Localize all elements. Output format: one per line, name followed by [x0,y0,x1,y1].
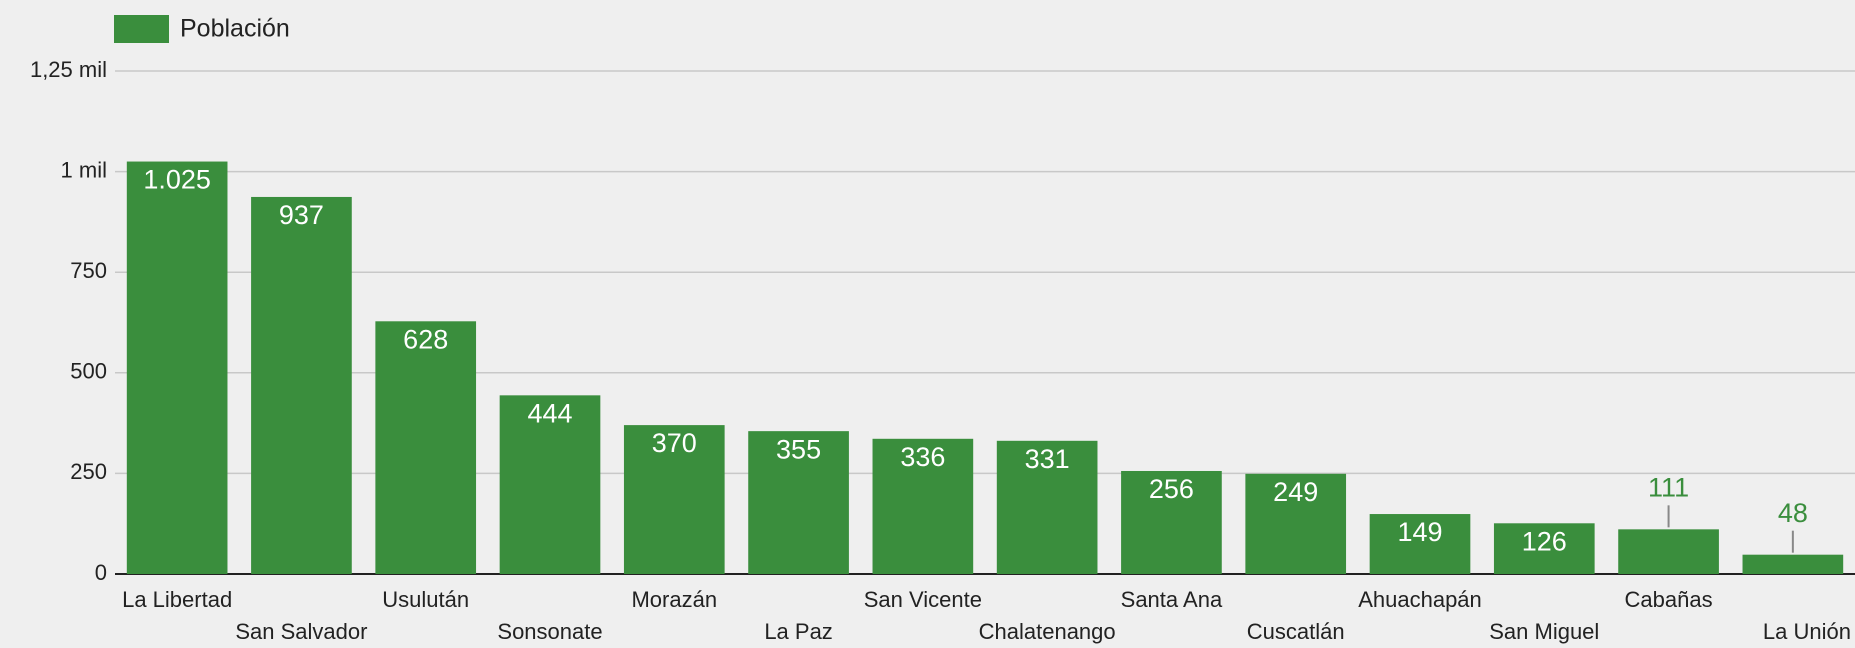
data-label: 628 [403,324,448,354]
y-tick-label: 500 [70,359,107,384]
bar [1618,529,1719,574]
data-label: 355 [776,434,821,464]
bar [1369,514,1471,574]
y-tick-label: 1,25 mil [30,57,107,82]
x-tick-label: San Salvador [235,619,367,644]
x-tick-label: San Vicente [864,587,982,612]
bar [499,395,601,574]
x-tick-label: La Unión [1763,619,1851,644]
data-label: 256 [1149,474,1194,504]
bar [126,161,228,575]
y-tick-label: 250 [70,459,107,484]
y-tick-label: 0 [95,560,107,585]
x-tick-label: Chalatenango [979,619,1116,644]
data-label: 370 [652,428,697,458]
x-tick-label: Cuscatlán [1247,619,1345,644]
bar [872,438,974,574]
bar [1493,523,1595,574]
bar [1121,470,1222,574]
y-tick-label: 1 mil [61,157,107,182]
x-tick-label: La Libertad [122,587,232,612]
data-label: 48 [1778,498,1808,528]
data-label: 336 [900,442,945,472]
bar [251,196,352,574]
bar [375,321,477,574]
y-tick-label: 750 [70,258,107,283]
x-tick-label: Cabañas [1625,587,1713,612]
x-tick-label: Morazán [631,587,717,612]
data-label: 126 [1522,526,1567,556]
x-tick-label: La Paz [764,619,833,644]
bar [748,431,849,574]
bar [1742,554,1844,574]
bar [623,425,725,574]
data-label: 444 [527,398,572,428]
bar [1245,473,1347,574]
data-label: 937 [279,200,324,230]
legend-swatch [114,15,169,43]
data-label: 149 [1397,517,1442,547]
x-tick-label: Usulután [382,587,469,612]
x-tick-label: Ahuachapán [1358,587,1482,612]
legend-label: Población [180,15,290,43]
x-tick-label: San Miguel [1489,619,1599,644]
data-label: 331 [1025,444,1070,474]
data-label: 111 [1648,472,1689,502]
data-label: 249 [1273,477,1318,507]
x-tick-label: Sonsonate [497,619,602,644]
bar [996,440,1098,574]
data-label: 1.025 [143,165,211,195]
x-tick-label: Santa Ana [1121,587,1223,612]
